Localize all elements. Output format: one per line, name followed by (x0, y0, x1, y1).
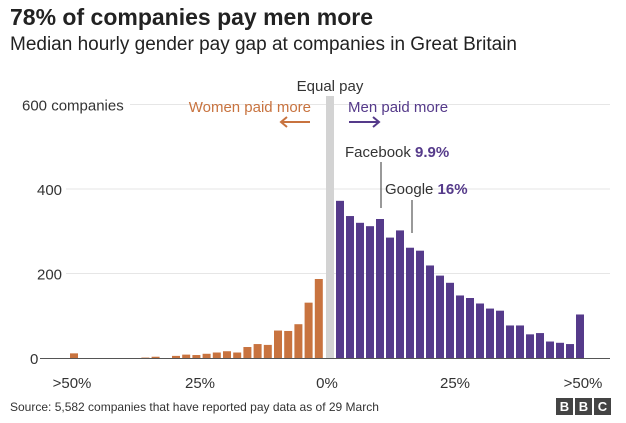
men-bar (576, 314, 584, 358)
men-bar (466, 298, 474, 358)
x-tick-label: >50% (564, 375, 603, 392)
y-tick-label: 400 (37, 182, 62, 199)
y-tick-label: 600 companies (22, 98, 124, 115)
women-bar (253, 344, 262, 358)
women-bar (151, 356, 160, 358)
chart-title: 78% of companies pay men more (10, 4, 374, 30)
men-bar (436, 275, 444, 358)
x-tick-label: 25% (185, 375, 215, 392)
women-label: Women paid more (189, 99, 311, 116)
women-bar (304, 302, 313, 358)
women-bar (274, 330, 282, 358)
men-bar (376, 218, 384, 358)
chart-subtitle: Median hourly gender pay gap at companie… (10, 34, 517, 55)
men-label: Men paid more (348, 99, 448, 116)
women-bar (314, 278, 323, 358)
men-bar (406, 247, 414, 358)
men-bar (556, 342, 564, 358)
google-annotation: Google 16% (385, 181, 468, 198)
men-bar (496, 310, 504, 358)
women-bar (70, 353, 78, 358)
men-bar (476, 303, 484, 358)
women-bar (223, 351, 231, 358)
women-bar (192, 355, 201, 358)
men-bar (366, 226, 374, 358)
women-bar (263, 344, 272, 358)
men-bar (486, 308, 494, 358)
facebook-annotation: Facebook 9.9% (345, 144, 449, 161)
men-bar (516, 325, 524, 358)
men-bar (416, 250, 424, 358)
men-bar (456, 295, 464, 358)
y-tick-label: 0 (30, 351, 38, 368)
women-bar (202, 353, 211, 358)
women-bar (294, 324, 303, 358)
equal-pay-bar (326, 96, 334, 358)
men-bar (386, 237, 394, 358)
x-tick-label: >50% (53, 375, 92, 392)
y-tick-label: 200 (37, 267, 62, 284)
women-bar (284, 330, 293, 358)
men-bar (526, 334, 534, 358)
men-bar (396, 230, 404, 358)
arrow-left-icon (279, 116, 310, 128)
men-bar (506, 325, 514, 358)
women-bar (212, 352, 221, 358)
arrow-right-icon (349, 116, 381, 128)
x-tick-label: 0% (316, 375, 338, 392)
men-bar (536, 333, 544, 358)
men-bar (546, 341, 554, 358)
women-bar (172, 355, 180, 358)
men-bar (566, 344, 574, 358)
source-note: Source: 5,582 companies that have report… (10, 400, 379, 414)
men-bar (356, 222, 364, 358)
men-bar (336, 200, 344, 358)
women-bar (233, 352, 242, 358)
women-bar (243, 347, 252, 358)
men-bar (446, 282, 454, 358)
equal-pay-label: Equal pay (297, 78, 364, 95)
men-bar (426, 265, 434, 358)
x-tick-label: 25% (440, 375, 470, 392)
women-bar (182, 354, 191, 358)
men-bar (346, 216, 354, 358)
